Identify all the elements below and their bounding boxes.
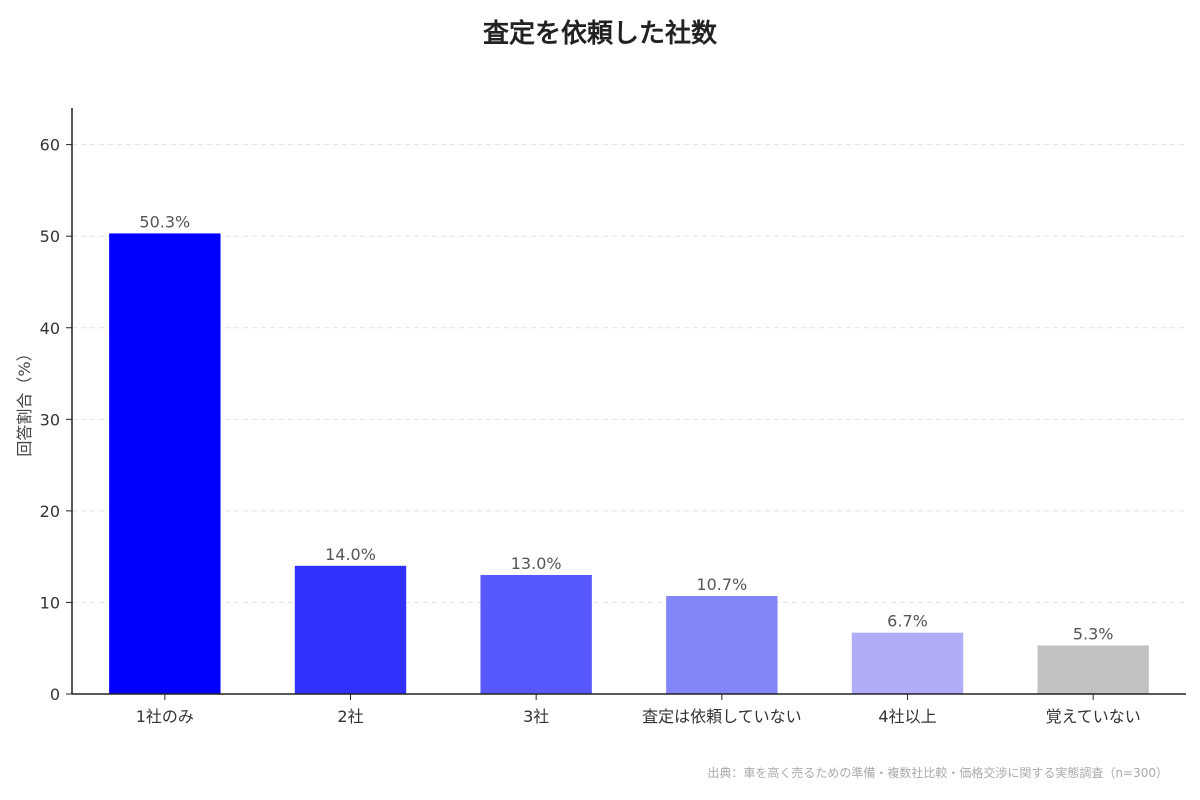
y-axis-ticks: 0 10 20 30 40 50 60 bbox=[40, 136, 72, 704]
bar-value-label: 10.7% bbox=[696, 575, 747, 594]
x-tick-label: 1社のみ bbox=[136, 707, 194, 726]
bar bbox=[666, 596, 778, 694]
value-labels: 50.3% 14.0% 13.0% 10.7% 6.7% 5.3% bbox=[139, 212, 1113, 643]
bar bbox=[1037, 645, 1149, 694]
bar-value-label: 5.3% bbox=[1073, 624, 1114, 643]
x-tick-label: 4社以上 bbox=[878, 707, 936, 726]
bar bbox=[109, 233, 221, 695]
y-tick-label: 0 bbox=[50, 685, 60, 704]
y-tick-label: 30 bbox=[40, 410, 60, 429]
bar bbox=[294, 565, 407, 694]
gridlines bbox=[72, 144, 1186, 603]
y-tick-label: 50 bbox=[40, 227, 60, 246]
x-axis-ticks: 1社のみ 2社 3社 査定は依頼していない 4社以上 覚えていない bbox=[136, 694, 1141, 726]
x-tick-label: 覚えていない bbox=[1046, 707, 1141, 726]
x-tick-label: 3社 bbox=[523, 707, 549, 726]
bars bbox=[109, 233, 1149, 695]
x-tick-label: 2社 bbox=[337, 707, 363, 726]
y-axis-label: 回答割合（%） bbox=[15, 345, 34, 456]
bar-value-label: 13.0% bbox=[511, 554, 562, 573]
bar bbox=[480, 574, 592, 694]
bar-value-label: 14.0% bbox=[325, 545, 376, 564]
y-tick-label: 20 bbox=[40, 502, 60, 521]
bar-value-label: 6.7% bbox=[887, 612, 928, 631]
chart-title: 査定を依頼した社数 bbox=[483, 18, 718, 49]
y-tick-label: 60 bbox=[40, 136, 60, 155]
y-tick-label: 40 bbox=[40, 319, 60, 338]
source-note: 出典：車を高く売るための準備・複数社比較・価格交渉に関する実態調査（n=300） bbox=[707, 765, 1168, 780]
bar bbox=[851, 632, 964, 694]
bar-value-label: 50.3% bbox=[139, 212, 190, 231]
x-tick-label: 査定は依頼していない bbox=[642, 707, 802, 726]
y-tick-label: 10 bbox=[40, 593, 60, 612]
